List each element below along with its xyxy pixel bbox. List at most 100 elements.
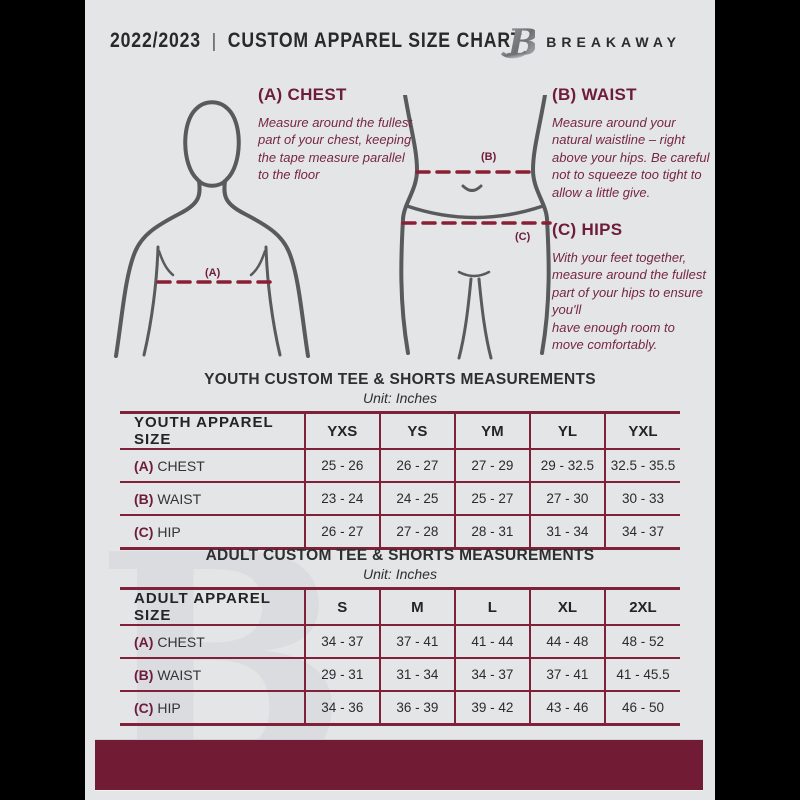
row-label: (C) HIP: [120, 691, 305, 725]
row-name: HIP: [157, 699, 181, 716]
adult-table-title: ADULT CUSTOM TEE & SHORTS MEASUREMENTS: [205, 547, 595, 564]
cell-value: 25 - 27: [453, 482, 530, 516]
cell-value: 31 - 34: [378, 658, 455, 692]
row-name: HIP: [157, 523, 181, 540]
breakaway-logo-icon: B: [501, 22, 535, 62]
size-header: L: [453, 588, 530, 626]
cell-value: 37 - 41: [378, 625, 455, 659]
row-label: (A) CHEST: [120, 449, 305, 483]
figure-head: [183, 100, 241, 188]
chest-guide: (A) CHEST Measure around the fullest par…: [258, 85, 418, 184]
cell-value: 44 - 48: [528, 625, 605, 659]
table-row: (C) HIP 34 - 36 36 - 39 39 - 42 43 - 46 …: [120, 691, 680, 725]
row-prefix: (B): [134, 666, 154, 683]
table-header-row: ADULT APPAREL SIZE S M L XL 2XL: [120, 588, 680, 626]
cell-value: 30 - 33: [603, 482, 680, 516]
cell-value: 28 - 31: [453, 515, 530, 549]
size-header: 2XL: [603, 588, 680, 626]
youth-size-table: YOUTH APPAREL SIZE YXS YS YM YL YXL (A) …: [120, 411, 680, 550]
row-name: CHEST: [157, 633, 205, 650]
row-name: WAIST: [157, 490, 202, 507]
row-label: (B) WAIST: [120, 658, 305, 692]
brand-lockup: B BREAKAWAY: [501, 22, 681, 62]
row-name: WAIST: [157, 666, 202, 683]
cell-value: 26 - 27: [303, 515, 380, 549]
waist-marker: (B): [481, 151, 497, 163]
cell-value: 36 - 39: [378, 691, 455, 725]
cell-value: 27 - 30: [528, 482, 605, 516]
waist-guide-text: Measure around your natural waistline – …: [552, 115, 710, 200]
cell-value: 34 - 37: [303, 625, 380, 659]
figure-right-armpit: [249, 249, 267, 277]
row-label: (A) CHEST: [120, 625, 305, 659]
cell-value: 34 - 37: [453, 658, 530, 692]
row-prefix: (C): [134, 699, 154, 716]
size-header: XL: [528, 588, 605, 626]
cell-value: 23 - 24: [303, 482, 380, 516]
adult-size-label: ADULT APPAREL SIZE: [120, 588, 305, 626]
hips-guide-heading: (C) HIPS: [552, 220, 623, 239]
row-label: (B) WAIST: [120, 482, 305, 516]
cell-value: 39 - 42: [453, 691, 530, 725]
figure-left-inner-arm: [142, 245, 160, 357]
logo-bar-bottom: [501, 50, 528, 59]
page-title: 2022/2023 | CUSTOM APPAREL SIZE CHART: [110, 29, 523, 53]
table-row: (A) CHEST 34 - 37 37 - 41 41 - 44 44 - 4…: [120, 625, 680, 659]
size-chart-page: 2022/2023 | CUSTOM APPAREL SIZE CHART B …: [85, 0, 715, 800]
size-header: YS: [378, 412, 455, 450]
figure-right-inner-leg: [477, 277, 493, 360]
lower-body-figure: [399, 95, 552, 360]
upper-body-figure: [114, 100, 310, 358]
brand-name: BREAKAWAY: [546, 34, 681, 50]
season-label: 2022/2023: [110, 29, 201, 52]
title-divider: |: [211, 31, 217, 52]
figure-right-shoulder-arm: [222, 179, 310, 358]
size-header: YXS: [303, 412, 380, 450]
figure-navel: [461, 184, 483, 192]
table-row: (A) CHEST 25 - 26 26 - 27 27 - 29 29 - 3…: [120, 449, 680, 483]
cell-value: 43 - 46: [528, 691, 605, 725]
measurement-guide: (A) (B) (C) (A) CHEST Measure around the…: [85, 85, 715, 367]
chart-title: CUSTOM APPAREL SIZE CHART: [227, 29, 523, 52]
cell-value: 29 - 32.5: [528, 449, 605, 483]
cell-value: 34 - 37: [603, 515, 680, 549]
figure-left-inner-leg: [457, 277, 473, 360]
cell-value: 41 - 44: [453, 625, 530, 659]
cell-value: 37 - 41: [528, 658, 605, 692]
youth-size-label: YOUTH APPAREL SIZE: [120, 412, 305, 450]
figure-right-inner-arm: [264, 245, 282, 357]
cell-value: 29 - 31: [303, 658, 380, 692]
row-prefix: (A): [134, 457, 154, 474]
row-prefix: (C): [134, 523, 154, 540]
youth-table-title: YOUTH CUSTOM TEE & SHORTS MEASUREMENTS: [204, 371, 596, 388]
figure-waistband-curve: [405, 204, 545, 220]
cell-value: 24 - 25: [378, 482, 455, 516]
cell-value: 26 - 27: [378, 449, 455, 483]
youth-unit-label: Unit: Inches: [363, 390, 437, 406]
size-header: YXL: [603, 412, 680, 450]
chest-guide-text: Measure around the fullest part of your …: [258, 115, 412, 183]
table-header-row: YOUTH APPAREL SIZE YXS YS YM YL YXL: [120, 412, 680, 450]
cell-value: 41 - 45.5: [603, 658, 680, 692]
row-prefix: (B): [134, 490, 154, 507]
figure-crotch-curve: [457, 270, 491, 278]
table-row: (C) HIP 26 - 27 27 - 28 28 - 31 31 - 34 …: [120, 515, 680, 549]
cell-value: 27 - 29: [453, 449, 530, 483]
waist-guide: (B) WAIST Measure around your natural wa…: [552, 85, 710, 201]
size-header: YL: [528, 412, 605, 450]
cell-value: 48 - 52: [603, 625, 680, 659]
hip-marker: (C): [515, 231, 531, 243]
cell-value: 31 - 34: [528, 515, 605, 549]
chest-guide-heading: (A) CHEST: [258, 85, 347, 104]
table-row: (B) WAIST 23 - 24 24 - 25 25 - 27 27 - 3…: [120, 482, 680, 516]
hips-guide: (C) HIPS With your feet together, measur…: [552, 220, 710, 353]
cell-value: 25 - 26: [303, 449, 380, 483]
size-header: S: [303, 588, 380, 626]
size-header: YM: [453, 412, 530, 450]
size-header: M: [378, 588, 455, 626]
cell-value: 46 - 50: [603, 691, 680, 725]
waist-guide-heading: (B) WAIST: [552, 85, 637, 104]
chest-marker: (A): [205, 267, 221, 279]
row-name: CHEST: [157, 457, 205, 474]
